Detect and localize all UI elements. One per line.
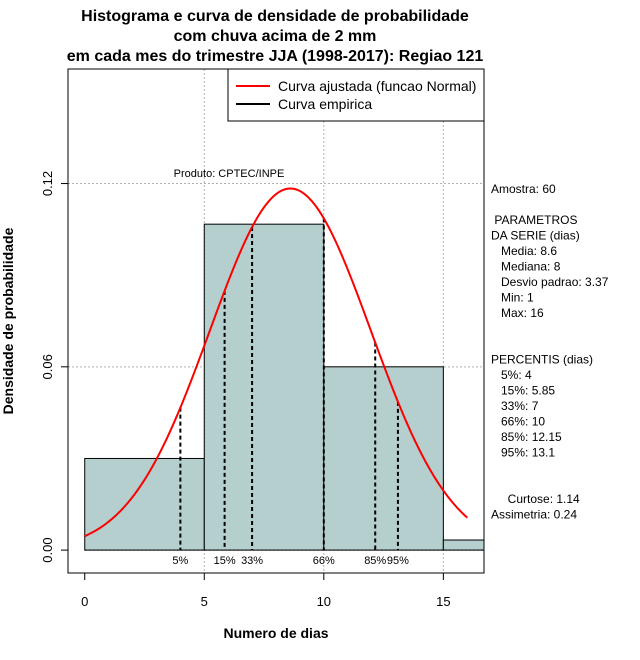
percentile-label-0: 5% [172,555,188,567]
histogram-bar-3 [442,539,485,551]
stat-line-6: Desvio padrao: 3.37 [491,275,609,289]
stat-line-13: 15%: 5.85 [491,384,555,398]
stat-line-21: Assimetria: 0.24 [491,508,577,522]
histogram-bar-0 [84,457,205,551]
percentile-label-3: 66% [313,555,335,567]
product-note: Produto: CPTEC/INPE [174,168,285,180]
stat-line-11: PERCENTIS (dias) [491,353,593,367]
stat-line-17: 95%: 13.1 [491,446,555,460]
chart-title-line-1: Histograma e curva de densidade de proba… [81,8,469,25]
stat-line-8: Max: 16 [491,306,544,320]
stat-line-15: 66%: 10 [491,415,545,429]
y-tick-label-1: 0.06 [40,354,55,379]
stat-line-4: Media: 8.6 [491,244,557,258]
chart-title-line-2: com chuva acima de 2 mm [174,28,377,45]
x-axis-title: Numero de dias [223,625,328,641]
x-axis: 0 5 10 15 [81,572,451,609]
legend-label-empirical: Curva empirica [278,96,372,112]
percentile-label-2: 33% [241,555,263,567]
stat-line-14: 33%: 7 [491,399,539,413]
stat-line-3: DA SERIE (dias) [491,229,580,243]
x-tick-label-1: 5 [201,594,208,609]
stat-line-16: 85%: 12.15 [491,430,562,444]
x-tick-label-0: 0 [81,594,88,609]
percentile-label-1: 15% [214,555,236,567]
legend: Curva ajustada (funcao Normal) Curva emp… [227,68,485,122]
legend-box [227,68,485,122]
stat-line-5: Mediana: 8 [491,260,561,274]
normal-fit-curve [84,187,468,538]
legend-label-normal: Curva ajustada (funcao Normal) [278,78,476,94]
histogram-bar-2 [323,366,444,551]
percentile-layer: 5% 15% 33% 66% 85% 95% [172,218,409,567]
y-tick-label-2: 0.12 [40,171,55,196]
histogram-bar-1 [203,223,325,551]
stat-line-7: Min: 1 [491,291,534,305]
y-axis-title: Densidade de probabilidade [0,227,16,414]
statistics-panel: Amostra: 60 PARAMETROS DA SERIE (dias) Me… [491,182,609,522]
y-axis: 0.00 0.06 0.12 [40,171,69,563]
stat-line-12: 5%: 4 [491,368,532,382]
percentile-label-5: 95% [387,555,409,567]
bars-layer [84,223,485,551]
stat-line-2: PARAMETROS [491,213,577,227]
percentile-label-4: 85% [364,555,386,567]
chart-title-line-3: em cada mes do trimestre JJA (1998-2017)… [67,48,484,65]
x-tick-label-2: 10 [317,594,331,609]
x-tick-label-3: 15 [436,594,450,609]
y-tick-label-0: 0.00 [40,537,55,562]
stat-line-20: Curtose: 1.14 [491,492,580,506]
stat-line-0: Amostra: 60 [491,182,556,196]
